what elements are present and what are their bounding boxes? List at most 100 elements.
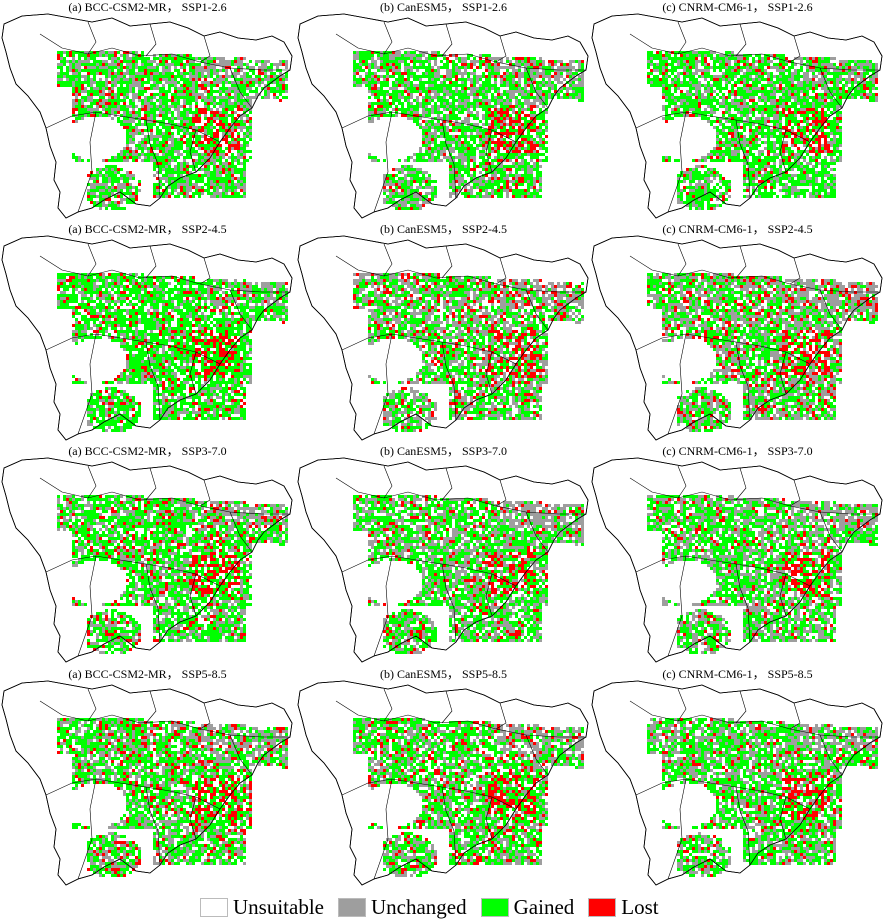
gained-cell (87, 192, 90, 195)
gained-cell (503, 174, 506, 177)
lost-cell (231, 192, 234, 195)
lost-cell (216, 123, 219, 126)
gained-cell (150, 87, 153, 90)
unchanged-cell (728, 60, 731, 63)
gained-cell (93, 72, 96, 75)
gained-cell (392, 60, 395, 63)
subregion-boundary (145, 23, 157, 57)
gained-cell (210, 123, 213, 126)
unchanged-cell (153, 87, 156, 90)
gained-cell (422, 63, 425, 66)
unchanged-cell (464, 150, 467, 153)
gained-cell (90, 63, 93, 66)
gained-cell (518, 111, 521, 114)
gained-cell (147, 114, 150, 117)
gained-cell (467, 63, 470, 66)
unchanged-cell (431, 105, 434, 108)
gained-cell (488, 87, 491, 90)
gained-cell (464, 78, 467, 81)
gained-cell (362, 51, 365, 54)
unchanged-cell (734, 60, 737, 63)
unchanged-cell (434, 129, 437, 132)
unchanged-cell (204, 60, 207, 63)
gained-cell (228, 141, 231, 144)
gained-cell (207, 183, 210, 186)
gained-cell (533, 57, 536, 60)
gained-cell (473, 174, 476, 177)
gained-cell (518, 165, 521, 168)
unchanged-cell (96, 195, 99, 198)
gained-cell (210, 132, 213, 135)
unchanged-cell (93, 66, 96, 69)
unchanged-cell (246, 105, 249, 108)
unchanged-cell (467, 99, 470, 102)
gained-cell (219, 87, 222, 90)
unchanged-cell (482, 195, 485, 198)
unchanged-cell (87, 57, 90, 60)
unchanged-cell (476, 195, 479, 198)
gained-cell (533, 126, 536, 129)
gained-cell (210, 114, 213, 117)
lost-cell (842, 69, 845, 72)
unchanged-cell (482, 90, 485, 93)
unchanged-cell (105, 186, 108, 189)
unchanged-cell (216, 189, 219, 192)
unchanged-cell (407, 111, 410, 114)
gained-cell (186, 117, 189, 120)
unchanged-cell (473, 60, 476, 63)
gained-cell (96, 174, 99, 177)
unchanged-cell (282, 75, 285, 78)
unchanged-cell (476, 114, 479, 117)
gained-cell (422, 144, 425, 147)
lost-cell (491, 120, 494, 123)
lost-cell (243, 156, 246, 159)
gained-cell (153, 102, 156, 105)
unchanged-cell (225, 72, 228, 75)
gained-cell (147, 81, 150, 84)
gained-cell (72, 153, 75, 156)
gained-cell (219, 171, 222, 174)
gained-cell (425, 66, 428, 69)
gained-cell (75, 159, 78, 162)
gained-cell (243, 63, 246, 66)
unchanged-cell (132, 54, 135, 57)
gained-cell (162, 159, 165, 162)
lost-cell (183, 192, 186, 195)
lost-cell (485, 69, 488, 72)
gained-cell (174, 147, 177, 150)
gained-cell (159, 147, 162, 150)
unchanged-cell (413, 171, 416, 174)
lost-cell (530, 147, 533, 150)
unchanged-cell (186, 114, 189, 117)
unchanged-cell (234, 93, 237, 96)
gained-cell (216, 138, 219, 141)
unchanged-cell (521, 168, 524, 171)
lost-cell (533, 186, 536, 189)
gained-cell (171, 168, 174, 171)
unchanged-cell (548, 96, 551, 99)
gained-cell (114, 207, 117, 210)
gained-cell (869, 69, 872, 72)
gained-cell (362, 69, 365, 72)
lost-cell (126, 183, 129, 186)
lost-cell (108, 93, 111, 96)
gained-cell (123, 57, 126, 60)
gained-cell (656, 66, 659, 69)
unchanged-cell (440, 129, 443, 132)
gained-cell (467, 126, 470, 129)
gained-cell (186, 144, 189, 147)
gained-cell (192, 192, 195, 195)
lost-cell (78, 93, 81, 96)
lost-cell (467, 114, 470, 117)
lost-cell (512, 195, 515, 198)
gained-cell (135, 192, 138, 195)
lost-cell (509, 117, 512, 120)
gained-cell (677, 51, 680, 54)
gained-cell (383, 57, 386, 60)
gained-cell (446, 135, 449, 138)
unchanged-cell (830, 66, 833, 69)
unchanged-cell (731, 51, 734, 54)
unchanged-cell (234, 81, 237, 84)
gained-cell (234, 186, 237, 189)
gained-cell (545, 147, 548, 150)
